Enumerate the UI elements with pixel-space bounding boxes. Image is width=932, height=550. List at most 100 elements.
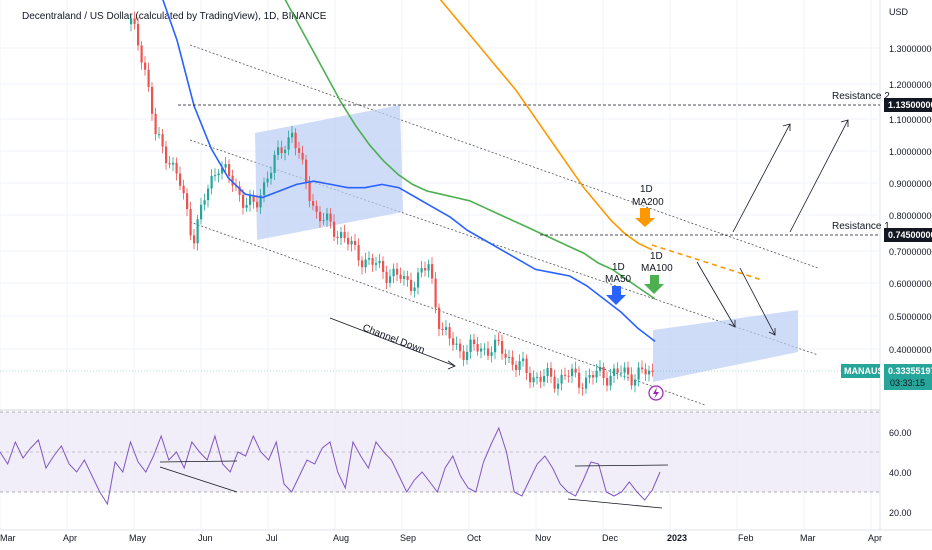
candle-body xyxy=(511,356,514,365)
candle-body xyxy=(564,374,567,376)
rsi-tick-label: 40.00 xyxy=(889,468,912,478)
candle-body xyxy=(399,274,402,279)
candle-body xyxy=(186,193,189,210)
candle-body xyxy=(434,278,437,308)
candle-body xyxy=(623,367,626,373)
candle-body xyxy=(599,366,602,371)
countdown: 03:33:15 xyxy=(890,378,925,388)
resistance-1-label: Resistance 1 xyxy=(832,221,890,232)
candle-body xyxy=(298,148,301,153)
candle-body xyxy=(396,268,399,275)
candle-body xyxy=(560,374,563,384)
x-tick-label: Apr xyxy=(868,533,882,543)
candle-body xyxy=(595,370,598,378)
currency-label: USD xyxy=(889,7,909,17)
candle-body xyxy=(130,18,133,25)
candle-body xyxy=(546,367,549,377)
candle-body xyxy=(245,204,248,208)
candle-body xyxy=(420,267,423,273)
candle-body xyxy=(179,173,182,186)
candle-body xyxy=(375,263,378,265)
candle-body xyxy=(473,339,476,344)
ma200-projection xyxy=(651,244,763,281)
candle-body xyxy=(518,361,521,370)
ma100-arrow-icon xyxy=(644,275,664,294)
candle-body xyxy=(567,375,570,377)
candle-body xyxy=(389,276,392,283)
symbol-tag xyxy=(841,364,880,378)
candle-body xyxy=(480,348,483,352)
candle-body xyxy=(602,366,605,379)
lightning-glyph xyxy=(653,387,659,399)
candle-body xyxy=(161,134,164,147)
candle-body xyxy=(207,188,210,201)
rsi-line xyxy=(0,426,661,506)
candle-body xyxy=(312,201,315,206)
candle-body xyxy=(543,376,546,382)
candle-body xyxy=(329,213,332,222)
candle-body xyxy=(350,240,353,245)
candle-body xyxy=(581,387,584,389)
candle-body xyxy=(270,172,273,179)
candle-body xyxy=(620,372,623,374)
candle-body xyxy=(501,341,504,354)
candle-body xyxy=(613,368,616,376)
candle-body xyxy=(214,175,217,177)
candle-body xyxy=(203,200,206,205)
ma200-line xyxy=(439,0,653,251)
ma100-label-line1: 1D xyxy=(650,251,663,262)
x-tick-label: Oct xyxy=(467,533,482,543)
candle-body xyxy=(382,260,385,272)
candle-body xyxy=(147,69,150,87)
candle-body xyxy=(515,364,518,370)
y-tick-label: 0.50000000 xyxy=(889,312,932,322)
candle-body xyxy=(588,375,591,378)
candle-body xyxy=(438,307,441,329)
x-tick-label: Mar xyxy=(0,533,16,543)
candle-body xyxy=(592,375,595,378)
candle-body xyxy=(462,351,465,360)
candle-body xyxy=(357,245,360,261)
candle-body xyxy=(385,271,388,283)
time-axis: Mar Apr May Jun Jul Aug Sep Oct Nov Dec … xyxy=(0,533,882,543)
candle-body xyxy=(284,149,287,154)
candle-body xyxy=(305,159,308,183)
candle-body xyxy=(287,137,290,150)
candle-body xyxy=(315,205,318,212)
candle-body xyxy=(536,376,539,378)
candle-body xyxy=(221,167,224,174)
candle-body xyxy=(494,339,497,353)
candle-body xyxy=(189,209,192,236)
candle-body xyxy=(637,367,640,380)
candle-body xyxy=(172,162,175,165)
candle-body xyxy=(609,375,612,386)
candle-body xyxy=(154,113,157,135)
candle-body xyxy=(553,376,556,389)
candle-body xyxy=(266,178,269,183)
ma50-line xyxy=(162,0,656,343)
last-price-tag xyxy=(884,364,932,390)
candle-body xyxy=(424,267,427,271)
candle-body xyxy=(294,132,297,149)
resistance-2-price-tag xyxy=(884,98,932,112)
symbol-label: MANAUSD xyxy=(844,366,890,376)
candle-body xyxy=(371,258,374,265)
ma200-label-line1: 1D xyxy=(640,184,653,195)
candle-body xyxy=(242,194,245,208)
candle-body xyxy=(445,327,448,330)
x-tick-label: Jul xyxy=(266,533,278,543)
candles xyxy=(130,11,654,396)
candle-body xyxy=(641,367,644,370)
candle-body xyxy=(322,220,325,222)
candle-body xyxy=(452,338,455,345)
candle-body xyxy=(508,356,511,358)
x-tick-label: 2023 xyxy=(667,533,687,543)
y-tick-label: 0.90000000 xyxy=(889,179,932,189)
candle-body xyxy=(256,201,259,208)
candle-body xyxy=(578,372,581,388)
chart-title: Decentraland / US Dollar (calculated by … xyxy=(22,11,327,22)
y-tick-label: 0.70000000 xyxy=(889,247,932,257)
candle-body xyxy=(522,358,525,362)
